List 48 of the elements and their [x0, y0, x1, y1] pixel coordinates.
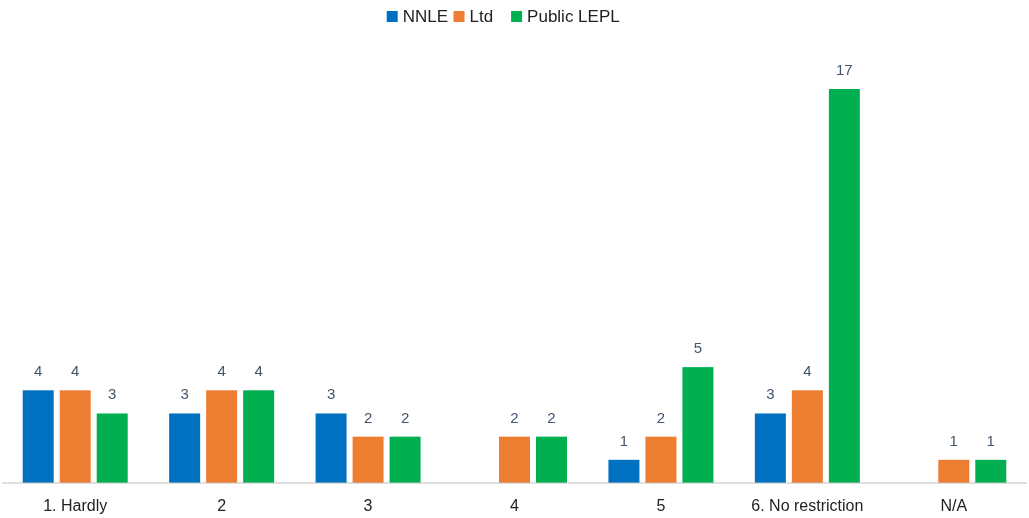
x-tick-label: 5 — [656, 497, 666, 514]
data-label: 3 — [766, 385, 775, 403]
bar — [975, 459, 1007, 483]
bar — [315, 413, 347, 483]
data-label: 5 — [693, 339, 703, 357]
data-label: 1 — [986, 431, 995, 449]
bar — [791, 390, 823, 483]
bar — [536, 436, 567, 483]
bar — [608, 459, 640, 483]
data-label: 4 — [254, 362, 263, 380]
bar — [645, 436, 677, 483]
data-label: 3 — [326, 385, 336, 403]
bar — [389, 436, 421, 483]
data-label: 4 — [71, 362, 80, 380]
data-label: 3 — [108, 385, 117, 403]
bar — [169, 413, 201, 483]
data-label: 3 — [180, 385, 189, 403]
x-tick-label: 4 — [510, 497, 520, 514]
data-label: 2 — [400, 408, 410, 426]
bar — [682, 367, 714, 483]
bar — [828, 89, 860, 483]
data-label: 1 — [619, 431, 629, 449]
data-label: 2 — [547, 408, 556, 426]
data-label: 17 — [836, 61, 853, 78]
bar — [938, 459, 970, 483]
data-label: 2 — [656, 408, 666, 426]
bar — [96, 413, 128, 483]
data-label: 2 — [510, 408, 519, 426]
x-tick-label: N/A — [940, 497, 968, 514]
legend-label: NNLE — [402, 7, 449, 26]
bar — [754, 413, 786, 483]
bar — [352, 436, 384, 483]
bar — [206, 390, 238, 483]
bar — [22, 390, 54, 483]
data-label: 4 — [217, 362, 226, 380]
bar — [59, 390, 91, 483]
legend-label: Public LEPL — [527, 7, 620, 26]
data-label: 2 — [363, 408, 373, 426]
data-label: 1 — [949, 431, 958, 449]
legend-label: Ltd — [469, 7, 494, 26]
x-tick-label: 2 — [217, 497, 227, 514]
bar — [243, 390, 275, 483]
x-tick-label: 1. Hardly — [43, 497, 108, 514]
x-tick-label: 6. No restriction — [751, 497, 864, 514]
x-tick-label: 3 — [363, 497, 373, 514]
bar — [499, 436, 530, 483]
data-label: 4 — [34, 362, 43, 380]
data-label: 4 — [803, 362, 812, 380]
